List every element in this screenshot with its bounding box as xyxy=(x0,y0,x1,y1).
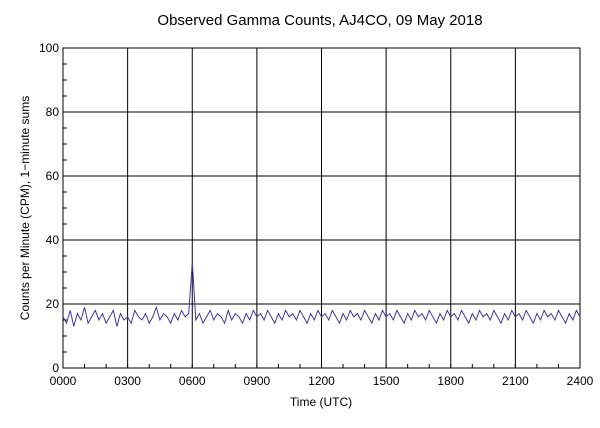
x-tick-labels: 0000 0300 0600 0900 1200 1500 1800 2100 2400 xyxy=(50,374,594,388)
grid xyxy=(63,48,580,368)
y-tick-label: 100 xyxy=(39,41,59,55)
y-tick-labels: 0 20 40 60 80 100 xyxy=(39,41,59,375)
x-tick-label: 0600 xyxy=(179,374,206,388)
minor-ticks xyxy=(62,47,581,369)
y-tick-label: 40 xyxy=(46,233,60,247)
x-tick-label: 0000 xyxy=(50,374,77,388)
chart-title: Observed Gamma Counts, AJ4CO, 09 May 201… xyxy=(157,12,482,29)
y-tick-label: 20 xyxy=(46,297,60,311)
y-axis-label: Counts per Minute (CPM), 1−minute sums xyxy=(18,96,32,320)
series-line xyxy=(62,262,581,327)
x-tick-label: 2400 xyxy=(567,374,594,388)
x-tick-label: 0900 xyxy=(244,374,271,388)
y-tick-label: 80 xyxy=(46,105,60,119)
x-tick-label: 2100 xyxy=(502,374,529,388)
x-tick-label: 1500 xyxy=(373,374,400,388)
series-group xyxy=(62,262,581,327)
y-tick-label: 0 xyxy=(52,361,59,375)
x-tick-label: 1800 xyxy=(437,374,464,388)
y-tick-label: 60 xyxy=(46,169,60,183)
x-axis-label: Time (UTC) xyxy=(290,395,352,409)
x-tick-label: 1200 xyxy=(308,374,335,388)
x-tick-label: 0300 xyxy=(114,374,141,388)
